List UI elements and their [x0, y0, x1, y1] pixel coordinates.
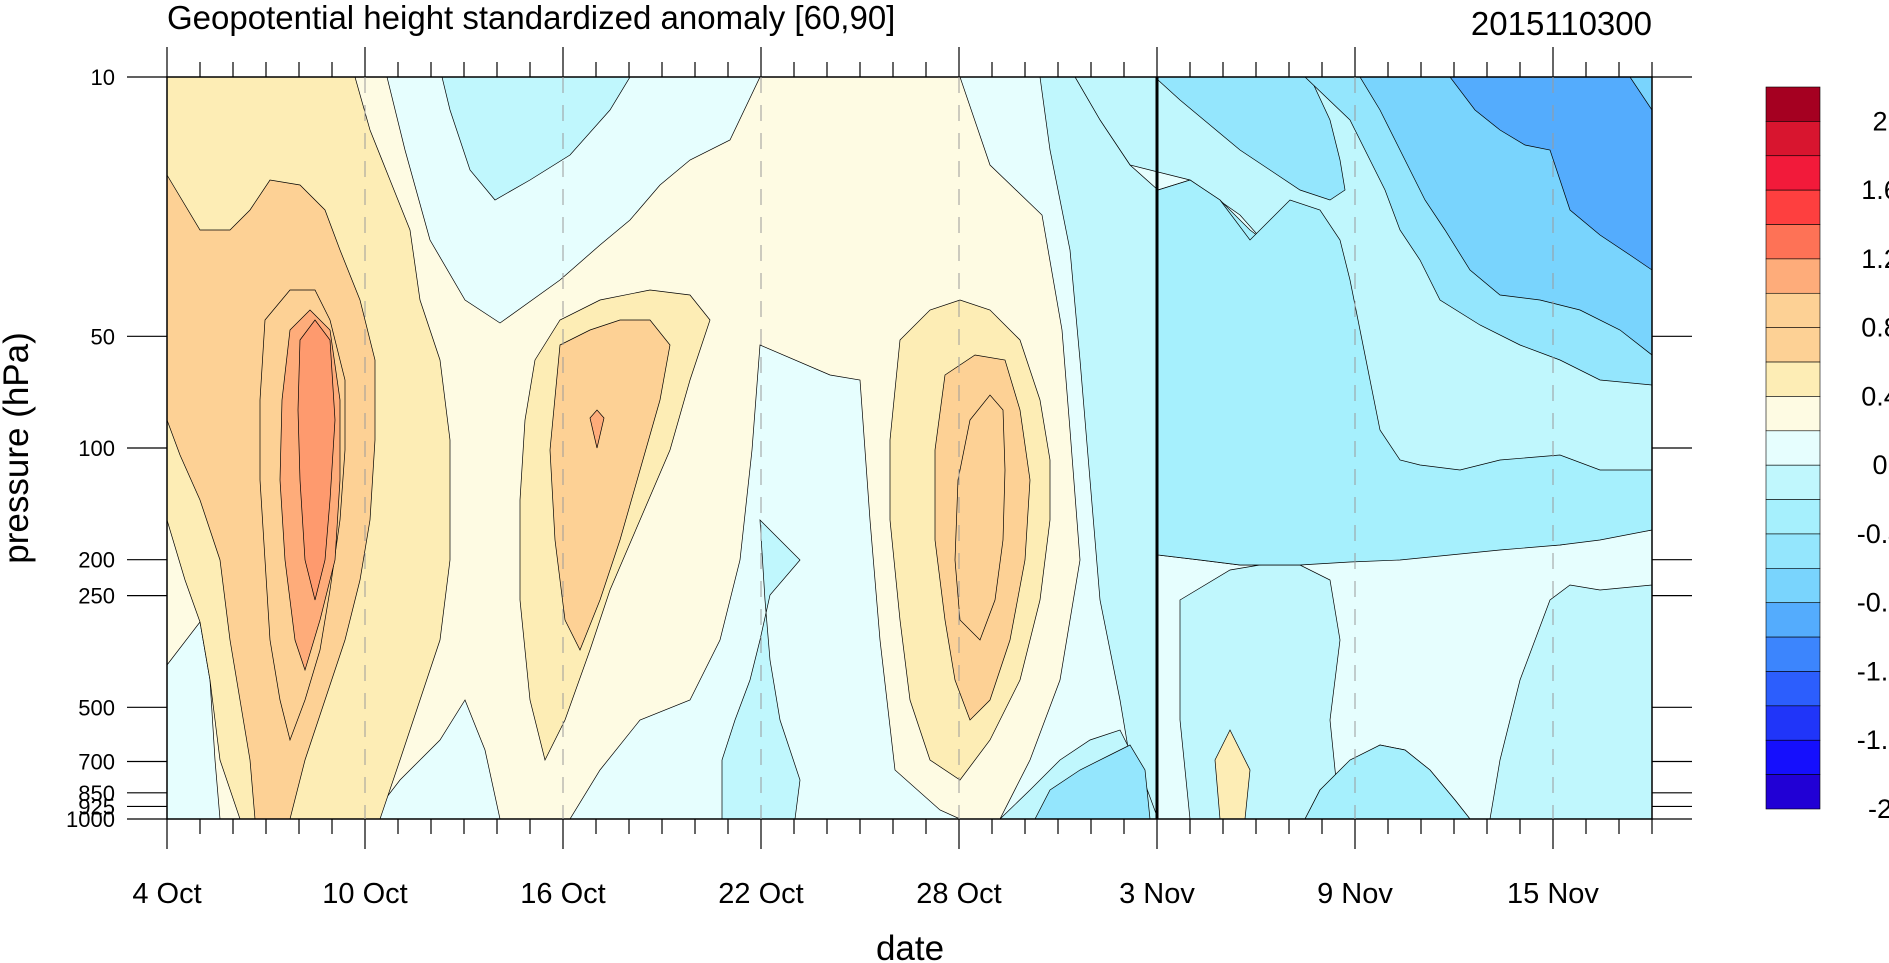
fill-neg-04-left: [1039, 77, 1159, 819]
fill-pos-10-left: [297, 319, 336, 601]
colorbar-labels: 2 1.6 1.2 0.8 0.4 0 -0.4 -0.8 -1.2 -1.6 -2: [1857, 106, 1889, 824]
colorbar-swatch: [1765, 739, 1821, 775]
contour-fills: [167, 77, 1652, 819]
colorbar-label: -2: [1868, 794, 1889, 824]
chart-date-stamp: 2015110300: [1471, 5, 1652, 42]
x-guides: [364, 77, 1554, 819]
colorbar-swatch: [1765, 774, 1821, 810]
colorbar-swatch: [1765, 224, 1821, 260]
x-tick-label: 16 Oct: [520, 878, 605, 910]
colorbar-label: 0: [1872, 450, 1887, 480]
colorbar-swatch: [1765, 258, 1821, 294]
y-tick-label: 925: [78, 794, 115, 819]
colorbar-swatch: [1765, 396, 1821, 432]
colorbar-swatch: [1765, 705, 1821, 741]
colorbar-label: 0.4: [1861, 381, 1889, 411]
x-tick-label: 22 Oct: [718, 878, 803, 910]
colorbar-label: -0.4: [1857, 519, 1889, 549]
x-tick-label: 10 Oct: [322, 878, 407, 910]
colorbar-swatch: [1765, 499, 1821, 535]
fill-pos-04-mid: [549, 319, 671, 651]
y-tick-label: 250: [78, 584, 115, 609]
fill-neg-06-mid: [1157, 77, 1346, 201]
fill-pos-08-mid: [589, 409, 605, 449]
x-tick-label: 28 Oct: [916, 878, 1001, 910]
y-axis-label: pressure (hPa): [0, 332, 36, 563]
fill-neg-12: [1449, 77, 1652, 271]
colorbar-swatch: [1765, 568, 1821, 604]
colorbar-label: 0.8: [1861, 313, 1889, 343]
fill-neg-06-bottom: [1034, 744, 1151, 819]
fill-pos-06-late: [954, 394, 1006, 641]
colorbar-swatch: [1765, 155, 1821, 191]
colorbar-swatch: [1765, 121, 1821, 157]
x-axis-label: date: [876, 929, 944, 963]
colorbar: [1765, 86, 1821, 810]
colorbar-swatch: [1765, 671, 1821, 707]
y-tick-label: 850: [78, 781, 115, 806]
y-tick-label: 1000: [66, 807, 115, 832]
x-tick-label: 4 Oct: [132, 878, 201, 910]
colorbar-swatch: [1765, 464, 1821, 500]
y-tick-label: 200: [78, 548, 115, 573]
colorbar-swatch: [1765, 430, 1821, 466]
colorbar-swatch: [1765, 327, 1821, 363]
x-tick-label: 9 Nov: [1317, 878, 1393, 910]
colorbar-label: 1.2: [1861, 244, 1889, 274]
colorbar-label: -0.8: [1857, 588, 1889, 618]
colorbar-swatch: [1765, 602, 1821, 638]
y-tick-label: 50: [91, 324, 115, 349]
colorbar-label: 1.6: [1861, 175, 1889, 205]
colorbar-label: 2: [1872, 106, 1887, 136]
fill-neg-06-blob: [1157, 179, 1652, 566]
chart-title: Geopotential height standardized anomaly…: [167, 0, 895, 36]
y-ticks: [127, 76, 1692, 820]
y-tick-label: 10: [91, 65, 115, 90]
x-tick-labels: 4 Oct 10 Oct 16 Oct 22 Oct 28 Oct 3 Nov 9 Nov 1…: [132, 878, 1599, 910]
colorbar-swatch: [1765, 86, 1821, 122]
fill-neg-light-bottom-mid: [369, 699, 501, 819]
x-tick-label: 15 Nov: [1507, 878, 1599, 910]
y-tick-label: 500: [78, 695, 115, 720]
x-tick-label: 3 Nov: [1119, 878, 1195, 910]
colorbar-label: -1.2: [1857, 656, 1889, 686]
x-ticks: [166, 47, 1653, 849]
y-tick-label: 700: [78, 750, 115, 775]
colorbar-swatch: [1765, 361, 1821, 397]
fill-pos-02-small: [1214, 729, 1251, 819]
colorbar-swatch: [1765, 636, 1821, 672]
y-tick-label: 100: [78, 436, 115, 461]
colorbar-swatch: [1765, 292, 1821, 328]
colorbar-label: -1.6: [1857, 725, 1889, 755]
colorbar-swatch: [1765, 189, 1821, 225]
fill-neg-04-top-left: [441, 77, 631, 201]
colorbar-swatch: [1765, 533, 1821, 569]
